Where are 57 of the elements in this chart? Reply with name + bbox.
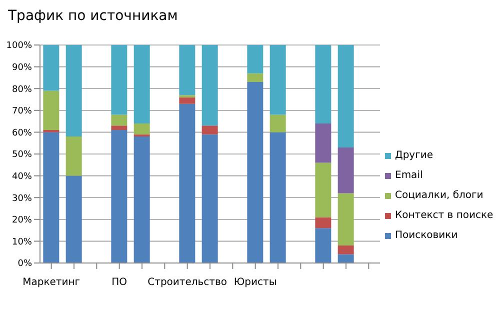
bar [247, 45, 264, 74]
bar [315, 162, 332, 218]
bar [66, 45, 82, 137]
bar [247, 82, 264, 263]
bar [111, 45, 128, 115]
y-tick-label: 50% [12, 150, 32, 160]
bar [66, 176, 82, 263]
bar [43, 132, 60, 263]
bar [315, 123, 332, 163]
bar [202, 126, 218, 134]
bar [134, 136, 150, 263]
bar [134, 123, 150, 134]
bar [315, 217, 332, 228]
y-tick-label: 60% [12, 128, 32, 138]
y-tick-label: 80% [12, 84, 32, 95]
legend-label: Поисковики [395, 230, 458, 241]
chart-title: Трафик по источникам [8, 8, 178, 24]
bar [270, 114, 286, 132]
y-tick-label: 90% [12, 62, 32, 73]
bar [202, 45, 218, 126]
bar [111, 114, 128, 126]
legend-label: Контекст в поиске [395, 210, 494, 221]
bar [338, 193, 354, 246]
bar [43, 45, 60, 91]
y-tick-label: 30% [12, 194, 32, 204]
x-tick-label: Строительство [148, 277, 228, 288]
x-tick-label: ПО [112, 277, 128, 288]
bar [338, 254, 354, 263]
bar [179, 104, 196, 263]
x-tick-label: Юристы [234, 277, 277, 288]
bar [315, 228, 332, 263]
bar [270, 132, 286, 263]
bar [134, 134, 150, 137]
y-tick-label: 0% [18, 259, 32, 270]
bar [247, 73, 264, 82]
bar [338, 246, 354, 254]
bar [111, 126, 128, 130]
bar [338, 147, 354, 194]
legend-label: Социалки, блоги [395, 190, 484, 201]
bar [111, 130, 128, 263]
y-tick-label: 20% [12, 216, 32, 226]
y-tick-label: 10% [12, 237, 32, 248]
x-tick-label: Маркетинг [22, 277, 80, 288]
bar [43, 90, 60, 130]
bar [315, 45, 332, 124]
y-tick-label: 40% [12, 172, 32, 182]
legend-label: Email [395, 170, 423, 181]
bar [202, 134, 218, 263]
y-tick-label: 100% [6, 41, 32, 52]
bar [66, 136, 82, 176]
bar [270, 45, 286, 115]
bar [179, 45, 196, 96]
y-tick-label: 70% [12, 106, 32, 117]
legend-label: Другие [395, 150, 433, 161]
bar [134, 45, 150, 124]
bar [179, 97, 196, 104]
bar [338, 45, 354, 148]
